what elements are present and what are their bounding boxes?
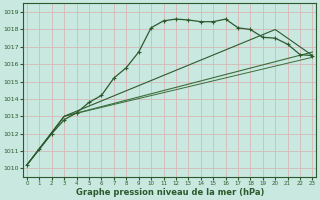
X-axis label: Graphe pression niveau de la mer (hPa): Graphe pression niveau de la mer (hPa) [76,188,264,197]
